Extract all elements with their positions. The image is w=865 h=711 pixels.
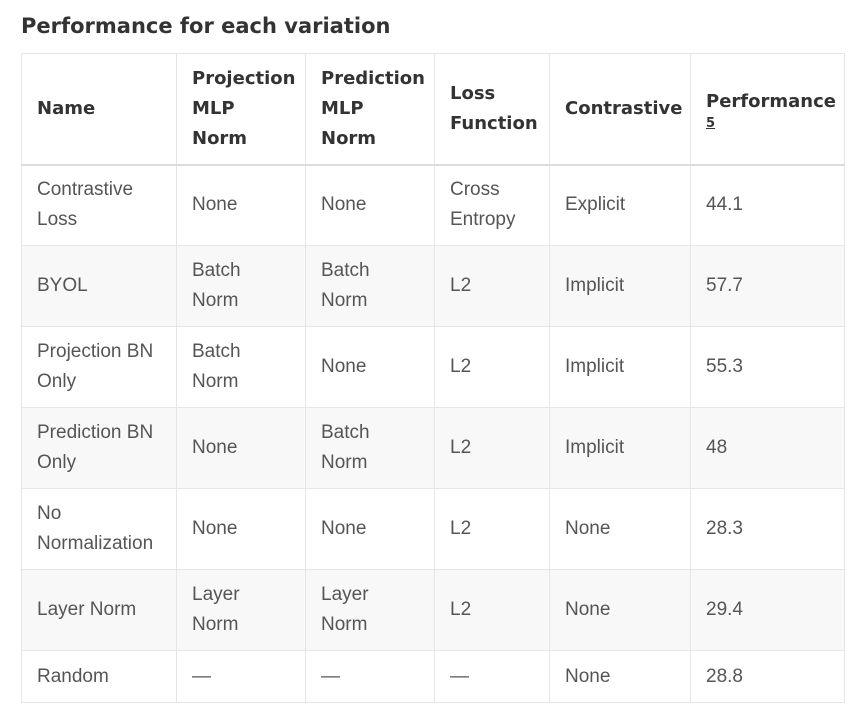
- cell-contrastive: Implicit: [549, 407, 691, 489]
- performance-table-container: Name Projection MLP Norm Prediction MLP …: [21, 53, 845, 703]
- cell-loss-function: L2: [434, 326, 550, 408]
- cell-loss-function: L2: [434, 407, 550, 489]
- cell-performance: 29.4: [690, 569, 845, 651]
- table-title: Performance for each variation: [21, 14, 391, 38]
- cell-performance: 28.8: [690, 650, 845, 703]
- cell-projection-mlp-norm: None: [176, 407, 306, 489]
- cell-performance: 28.3: [690, 488, 845, 570]
- cell-performance: 48: [690, 407, 845, 489]
- header-loss-function: Loss Function: [434, 53, 550, 166]
- cell-projection-mlp-norm: None: [176, 164, 306, 246]
- table-body: Contrastive Loss None None Cross Entropy Exp…: [21, 164, 845, 703]
- header-name: Name: [21, 53, 177, 166]
- cell-performance: 57.7: [690, 245, 845, 327]
- cell-contrastive: None: [549, 650, 691, 703]
- table-row: Projection BN Only Batch Norm None L2 Implic…: [21, 326, 845, 408]
- cell-prediction-mlp-norm: Batch Norm: [305, 407, 435, 489]
- cell-prediction-mlp-norm: Batch Norm: [305, 245, 435, 327]
- table-row: BYOL Batch Norm Batch Norm L2 Implicit 57.7: [21, 245, 845, 327]
- table-row: Layer Norm Layer Norm Layer Norm L2 None 29.4: [21, 569, 845, 651]
- cell-loss-function: Cross Entropy: [434, 164, 550, 246]
- table-row: No Normalization None None L2 None 28.3: [21, 488, 845, 570]
- header-prediction-mlp-norm: Prediction MLP Norm: [305, 53, 435, 166]
- cell-contrastive: None: [549, 488, 691, 570]
- cell-projection-mlp-norm: None: [176, 488, 306, 570]
- header-row: Name Projection MLP Norm Prediction MLP …: [21, 53, 845, 166]
- cell-loss-function: —: [434, 650, 550, 703]
- cell-projection-mlp-norm: —: [176, 650, 306, 703]
- table-row: Contrastive Loss None None Cross Entropy Exp…: [21, 164, 845, 246]
- footnote-link[interactable]: 5: [706, 115, 716, 131]
- cell-prediction-mlp-norm: None: [305, 326, 435, 408]
- cell-performance: 55.3: [690, 326, 845, 408]
- cell-name: Contrastive Loss: [21, 164, 177, 246]
- header-contrastive: Contrastive: [549, 53, 691, 166]
- cell-prediction-mlp-norm: Layer Norm: [305, 569, 435, 651]
- table-row: Prediction BN Only None Batch Norm L2 Implic…: [21, 407, 845, 489]
- cell-prediction-mlp-norm: None: [305, 488, 435, 570]
- cell-prediction-mlp-norm: None: [305, 164, 435, 246]
- cell-name: No Normalization: [21, 488, 177, 570]
- cell-projection-mlp-norm: Layer Norm: [176, 569, 306, 651]
- cell-loss-function: L2: [434, 245, 550, 327]
- cell-name: Random: [21, 650, 177, 703]
- table-header: Name Projection MLP Norm Prediction MLP …: [21, 53, 845, 166]
- cell-performance: 44.1: [690, 164, 845, 246]
- table-row: Random — — — None 28.8: [21, 650, 845, 703]
- cell-name: Projection BN Only: [21, 326, 177, 408]
- cell-contrastive: Implicit: [549, 326, 691, 408]
- cell-name: BYOL: [21, 245, 177, 327]
- header-projection-mlp-norm: Projection MLP Norm: [176, 53, 306, 166]
- cell-contrastive: Implicit: [549, 245, 691, 327]
- cell-contrastive: Explicit: [549, 164, 691, 246]
- cell-prediction-mlp-norm: —: [305, 650, 435, 703]
- cell-projection-mlp-norm: Batch Norm: [176, 326, 306, 408]
- header-performance: Performance 5: [690, 53, 845, 166]
- cell-name: Layer Norm: [21, 569, 177, 651]
- cell-projection-mlp-norm: Batch Norm: [176, 245, 306, 327]
- performance-table: Name Projection MLP Norm Prediction MLP …: [21, 53, 845, 703]
- cell-contrastive: None: [549, 569, 691, 651]
- cell-loss-function: L2: [434, 569, 550, 651]
- cell-loss-function: L2: [434, 488, 550, 570]
- cell-name: Prediction BN Only: [21, 407, 177, 489]
- header-performance-label: Performance: [706, 90, 836, 112]
